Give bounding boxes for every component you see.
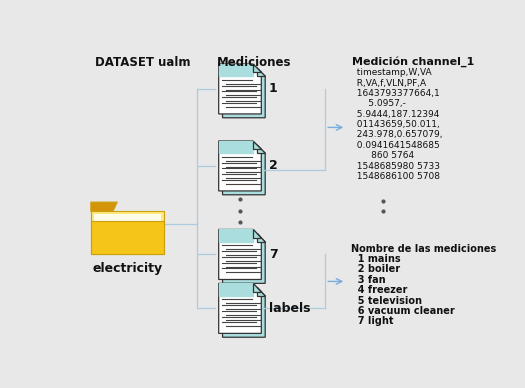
Text: 243.978,0.657079,: 243.978,0.657079,: [351, 130, 443, 140]
Text: Nombre de las mediciones: Nombre de las mediciones: [351, 244, 496, 254]
Text: 5.0957,-: 5.0957,-: [351, 99, 406, 108]
Text: labels: labels: [269, 302, 311, 315]
Text: 5.9444,187.12394: 5.9444,187.12394: [351, 110, 439, 119]
Polygon shape: [253, 283, 261, 292]
Text: 860 5764: 860 5764: [351, 151, 414, 160]
Text: 1548685980 5733: 1548685980 5733: [351, 162, 440, 171]
Text: 01143659,50.011,: 01143659,50.011,: [351, 120, 439, 129]
Polygon shape: [223, 233, 257, 246]
Polygon shape: [91, 202, 117, 211]
Polygon shape: [219, 64, 261, 114]
Text: 4 freezer: 4 freezer: [351, 285, 407, 295]
Polygon shape: [91, 221, 164, 255]
Polygon shape: [257, 68, 265, 76]
Polygon shape: [219, 229, 261, 279]
Text: 7: 7: [269, 248, 278, 261]
Polygon shape: [219, 283, 253, 296]
Polygon shape: [223, 145, 265, 195]
Text: timestamp,W,VA: timestamp,W,VA: [351, 68, 432, 77]
Polygon shape: [257, 233, 265, 242]
Text: R,VA,f,VLN,PF,A: R,VA,f,VLN,PF,A: [351, 78, 426, 88]
Polygon shape: [219, 141, 261, 191]
Polygon shape: [253, 64, 261, 72]
Polygon shape: [257, 145, 265, 153]
Text: Mediciones: Mediciones: [217, 56, 291, 69]
Text: 2: 2: [269, 159, 278, 172]
Polygon shape: [91, 211, 164, 255]
Polygon shape: [223, 145, 257, 157]
Text: 7 light: 7 light: [351, 317, 393, 326]
Text: Medición channel_1: Medición channel_1: [352, 56, 475, 67]
Text: DATASET ualm: DATASET ualm: [96, 56, 191, 69]
Text: 1643793377664,1: 1643793377664,1: [351, 89, 439, 98]
Polygon shape: [219, 141, 253, 153]
Polygon shape: [223, 68, 257, 80]
Polygon shape: [219, 229, 253, 242]
Polygon shape: [257, 287, 265, 296]
Text: 0.0941641548685: 0.0941641548685: [351, 141, 439, 150]
Polygon shape: [223, 68, 265, 118]
Polygon shape: [223, 233, 265, 283]
Text: 3 fan: 3 fan: [351, 275, 385, 285]
Polygon shape: [219, 64, 253, 76]
Polygon shape: [223, 287, 265, 337]
Polygon shape: [219, 283, 261, 333]
Polygon shape: [94, 215, 161, 251]
Text: 1 mains: 1 mains: [351, 254, 401, 264]
Text: electricity: electricity: [92, 262, 163, 275]
Polygon shape: [253, 141, 261, 149]
Text: 6 vacuum cleaner: 6 vacuum cleaner: [351, 306, 455, 316]
Text: 2 boiler: 2 boiler: [351, 265, 400, 274]
Text: 1: 1: [269, 82, 278, 95]
Text: 1548686100 5708: 1548686100 5708: [351, 172, 440, 181]
Text: 5 television: 5 television: [351, 296, 422, 306]
Polygon shape: [223, 287, 257, 300]
Polygon shape: [253, 229, 261, 238]
